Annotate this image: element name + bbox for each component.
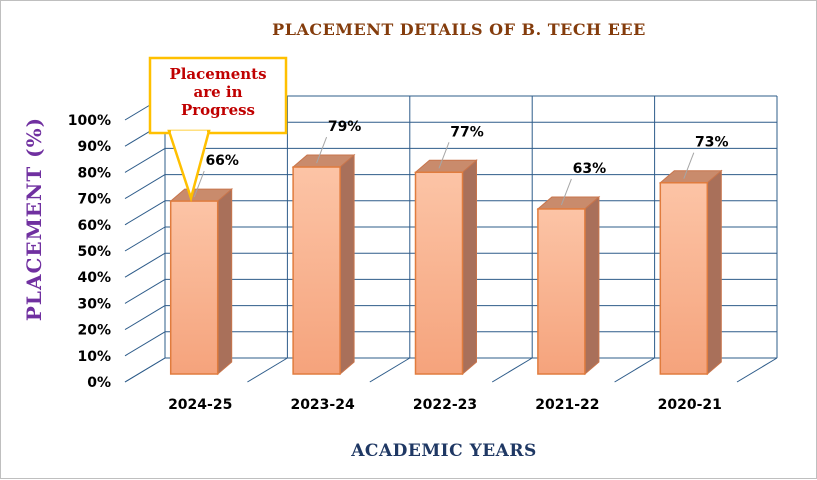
y-tick-label: 40%: [77, 270, 111, 286]
gridline-side: [124, 226, 166, 252]
y-tick-label: 20%: [77, 323, 111, 339]
data-label: 77%: [450, 124, 484, 140]
bar: [292, 166, 341, 375]
bar: [659, 181, 709, 375]
x-tick-label: 2020-21: [658, 397, 722, 413]
bar-side: [462, 159, 477, 376]
x-tick-label: 2023-24: [290, 397, 355, 413]
y-axis-ticks: 0% 10% 20% 30% 40% 50% 60% 70% 80% 90% 100%: [68, 113, 111, 391]
y-tick-label: 90%: [77, 139, 111, 155]
y-tick-label: 70%: [77, 192, 111, 208]
floor-divider: [124, 357, 166, 383]
chart-bars: [169, 153, 723, 376]
gridline-side: [124, 252, 166, 278]
data-label-leader: [193, 170, 205, 198]
y-tick-label: 50%: [77, 244, 111, 260]
data-label-leader: [683, 152, 695, 179]
y-tick-label: 80%: [77, 165, 111, 181]
floor-divider: [736, 357, 778, 383]
y-axis-label: PLACEMENT (%): [22, 117, 46, 321]
callout-line: Progress: [181, 101, 255, 119]
bar-side: [339, 153, 355, 376]
floor-divider: [247, 357, 288, 383]
floor-divider: [614, 357, 655, 383]
x-tick-label: 2024-25: [168, 397, 232, 413]
gridline-side: [124, 305, 166, 331]
gridline-side: [124, 331, 166, 357]
callout-box: [148, 56, 288, 135]
gridline-side: [124, 174, 166, 200]
gridline-side: [124, 278, 166, 304]
x-tick-label: 2021-22: [535, 397, 599, 413]
bar-side: [584, 195, 600, 376]
callout-pointer: [167, 129, 211, 203]
y-tick-label: 0%: [87, 375, 111, 391]
chart-title: PLACEMENT DETAILS OF B. TECH EEE: [272, 20, 646, 39]
data-label-leader: [438, 142, 450, 169]
bar: [169, 200, 219, 375]
x-axis-categories: 2024-25 2023-24 2022-23 2021-22 2020-21: [168, 397, 722, 413]
y-tick-label: 60%: [77, 218, 111, 234]
bar: [537, 208, 586, 375]
data-label: 66%: [205, 153, 239, 169]
y-tick-label: 10%: [77, 349, 111, 365]
data-labels: 66% 79% 77% 63% 73%: [193, 119, 729, 206]
bar-side: [706, 169, 722, 376]
callout-line: are in: [194, 83, 243, 101]
data-label: 63%: [573, 161, 607, 177]
y-tick-label: 30%: [77, 296, 111, 312]
bar: [414, 171, 464, 375]
data-label-leader: [316, 136, 328, 164]
data-label: 73%: [695, 135, 729, 151]
data-label-leader: [560, 178, 572, 206]
bar-side: [217, 187, 233, 376]
floor-divider: [369, 357, 411, 383]
gridline-side: [124, 200, 166, 226]
data-label: 79%: [328, 119, 362, 135]
x-axis-label: ACADEMIC YEARS: [350, 441, 537, 461]
gridline-side: [124, 147, 166, 173]
y-tick-label: 100%: [68, 113, 111, 129]
x-tick-label: 2022-23: [413, 397, 477, 413]
floor-divider: [491, 357, 533, 383]
callout-line: Placements: [169, 65, 266, 83]
